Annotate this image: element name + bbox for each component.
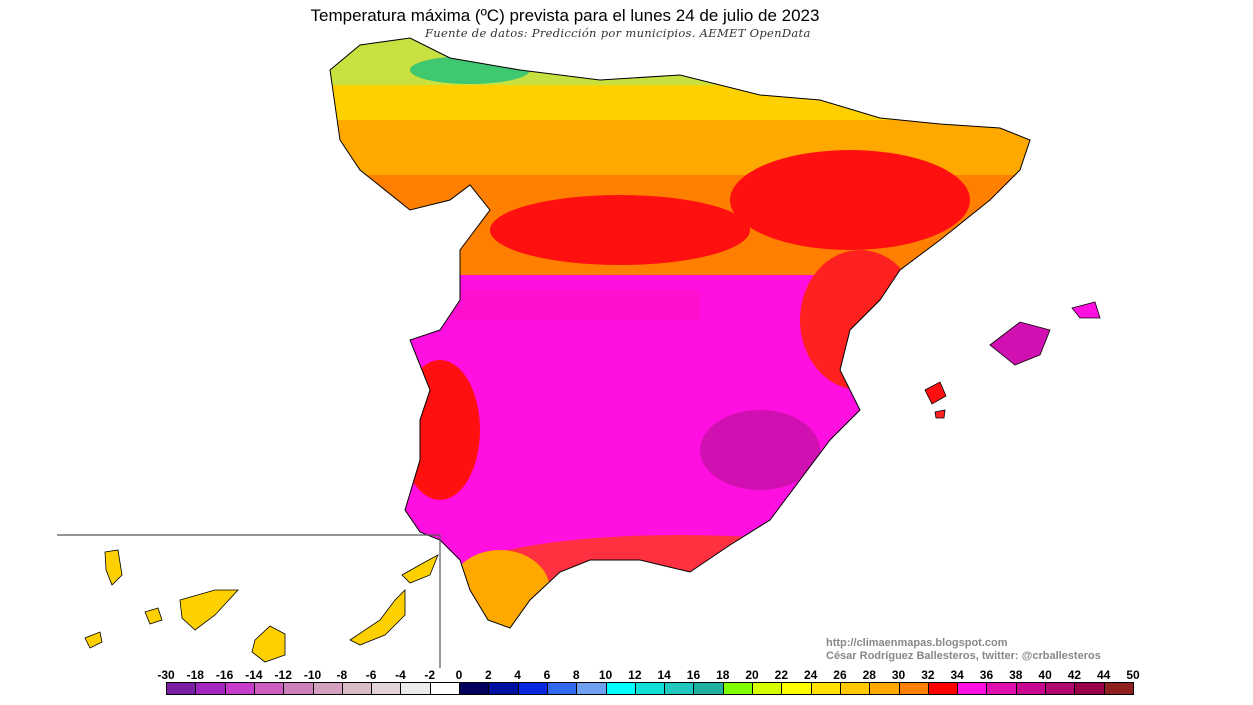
legend-label: -14	[245, 668, 263, 682]
legend-label: -10	[303, 668, 322, 682]
legend-label: 44	[1097, 668, 1111, 682]
legend-label: 28	[862, 668, 876, 682]
credits-author: César Rodríguez Ballesteros, twitter: @c…	[826, 650, 1101, 662]
credits: http://climaenmapas.blogspot.com César R…	[826, 637, 1101, 663]
legend-swatch	[341, 682, 373, 695]
legend-label: -12	[274, 668, 292, 682]
legend-swatch	[371, 682, 402, 695]
legend-label: -30	[157, 668, 175, 682]
legend-swatch	[283, 682, 314, 695]
legend-swatch	[1045, 682, 1076, 695]
credits-url: http://climaenmapas.blogspot.com	[826, 637, 1008, 649]
canary-islands-inset	[57, 534, 441, 668]
legend-swatch	[839, 682, 871, 695]
legend-swatch	[488, 682, 519, 695]
legend-swatch	[400, 682, 431, 695]
legend-label: 24	[803, 668, 818, 682]
legend-label: 36	[979, 668, 994, 682]
legend-label: 22	[774, 668, 789, 682]
legend-label: 20	[745, 668, 759, 682]
legend-label: 4	[514, 668, 521, 682]
legend-label: 38	[1009, 668, 1023, 682]
legend-label: -4	[395, 668, 406, 682]
legend-swatch	[957, 682, 988, 695]
legend-swatch	[605, 682, 636, 695]
legend-label: 16	[686, 668, 701, 682]
legend-label: 32	[921, 668, 935, 682]
legend-swatch	[634, 682, 666, 695]
legend-swatch	[459, 682, 490, 695]
legend-swatch	[693, 682, 724, 695]
legend-swatch	[810, 682, 841, 695]
legend-swatch	[224, 682, 255, 695]
peninsula	[330, 38, 1030, 628]
balearic-islands	[924, 301, 1101, 419]
legend-swatch	[1074, 682, 1105, 695]
legend-swatch	[195, 682, 226, 695]
legend-label: -2	[424, 668, 436, 682]
legend-label: 40	[1038, 668, 1052, 682]
legend-label: 50	[1126, 668, 1140, 682]
legend-swatch	[722, 682, 754, 695]
legend-label: 34	[950, 668, 964, 682]
legend-swatch	[429, 682, 461, 695]
legend-swatch	[664, 682, 695, 695]
legend-swatch	[253, 682, 285, 695]
legend-label: 30	[891, 668, 906, 682]
legend-swatch	[927, 682, 959, 695]
legend-label: -16	[215, 668, 234, 682]
legend-label: 10	[598, 668, 613, 682]
legend-swatch	[517, 682, 548, 695]
legend-label: -18	[186, 668, 204, 682]
color-legend: -30 -18 -16 -14 -12 -10 -8 -6 -4 -2 0 2 4 6 8 10 12 14 16 1…	[157, 668, 1140, 698]
legend-label: 6	[543, 668, 551, 682]
legend-label: 26	[833, 668, 847, 682]
legend-swatch	[1103, 682, 1134, 695]
legend-label: 2	[484, 668, 492, 682]
legend-swatch	[1015, 682, 1047, 695]
legend-swatch	[166, 682, 197, 695]
legend-label: 14	[657, 668, 671, 682]
legend-swatch	[781, 682, 812, 695]
legend-label: 12	[628, 668, 642, 682]
legend-label: 18	[716, 668, 730, 682]
legend-swatch	[986, 682, 1017, 695]
map-title: Temperatura máxima (ºC) prevista para el…	[310, 6, 820, 25]
legend-label: 8	[572, 668, 580, 682]
legend-swatch	[898, 682, 929, 695]
peninsula-outline	[329, 37, 1031, 629]
legend-label: 0	[455, 668, 463, 682]
legend-label: -6	[365, 668, 377, 682]
legend-label: -8	[336, 668, 348, 682]
legend-swatch	[546, 682, 578, 695]
map-subtitle: Fuente de datos: Predicción por municipi…	[425, 26, 811, 40]
legend-label: 42	[1067, 668, 1082, 682]
legend-swatch	[752, 682, 783, 695]
legend-swatch	[312, 682, 343, 695]
legend-swatch	[576, 682, 607, 695]
legend-swatch	[869, 682, 900, 695]
